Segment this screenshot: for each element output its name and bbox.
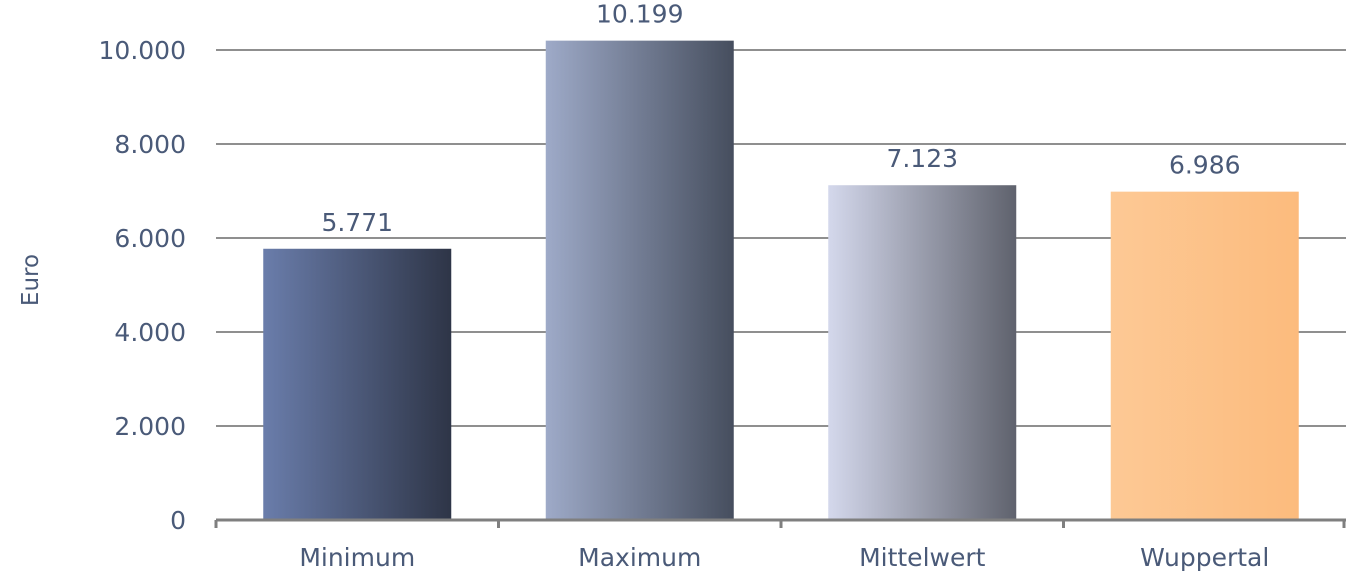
bars [263, 40, 1299, 520]
x-tick-label: Wuppertal [1140, 543, 1269, 572]
bar-mittelwert [828, 185, 1017, 520]
data-label: 7.123 [886, 144, 958, 173]
y-tick-label: 10.000 [99, 36, 186, 65]
x-axis [214, 518, 1346, 528]
labels: 0 2.000 4.000 6.000 8.000 10.000 5.771 Minimum 1… [99, 0, 1270, 572]
y-tick-label: 8.000 [114, 130, 186, 159]
x-tick-label: Minimum [299, 543, 415, 572]
data-label: 10.199 [596, 0, 683, 29]
y-tick-label: 6.000 [114, 224, 186, 253]
y-tick-label: 4.000 [114, 318, 186, 347]
data-label: 5.771 [321, 208, 393, 237]
y-tick-label: 0 [170, 506, 186, 535]
bar-maximum [545, 40, 734, 520]
bar-wuppertal [1110, 191, 1299, 520]
x-tick-label: Maximum [578, 543, 701, 572]
x-tick-label: Mittelwert [859, 543, 986, 572]
y-axis-title: Euro [18, 254, 44, 306]
data-label: 6.986 [1169, 151, 1241, 180]
y-tick-label: 2.000 [114, 412, 186, 441]
bar-minimum [263, 248, 452, 520]
